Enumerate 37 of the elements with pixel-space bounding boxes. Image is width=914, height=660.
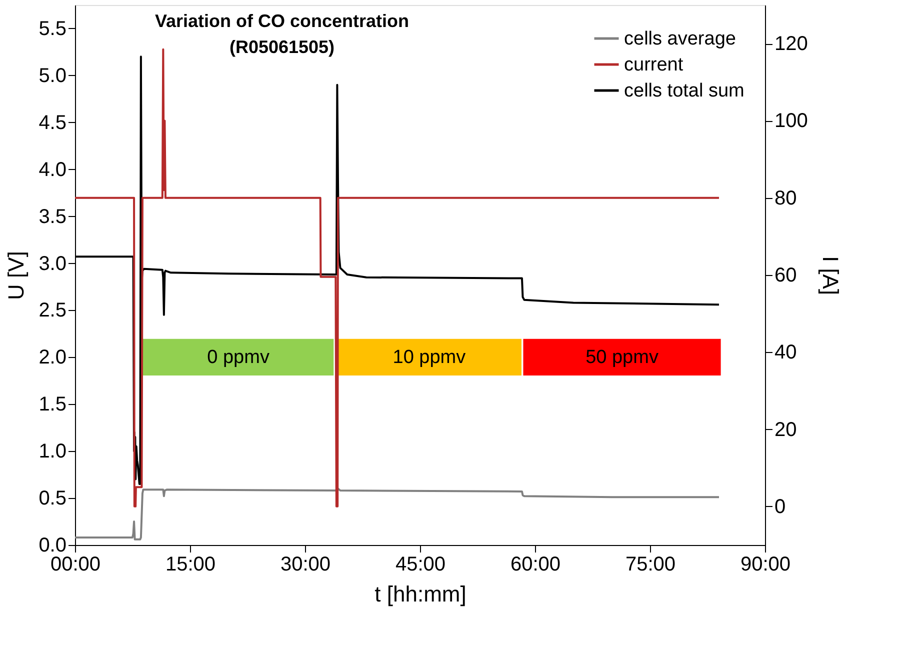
- legend-label: cells total sum: [624, 80, 744, 102]
- y-tick-label: 4.0: [38, 158, 66, 181]
- y-tick-label: 1.0: [38, 440, 66, 463]
- y2-tick-label: 120: [774, 33, 808, 56]
- band-label: 50 ppmv: [586, 347, 659, 368]
- x-tick-label: 00:00: [50, 554, 101, 576]
- band-label: 0 ppmv: [207, 347, 270, 368]
- y-tick-label: 0.0: [38, 534, 66, 556]
- y2-tick-label: 80: [774, 187, 797, 210]
- y-tick-label: 3.5: [38, 206, 66, 228]
- x-tick-label: 90:00: [740, 554, 791, 576]
- y-tick-label: 2.5: [38, 300, 66, 322]
- x-tick-label: 60:00: [510, 554, 561, 576]
- x-tick-label: 30:00: [280, 554, 331, 576]
- legend-label: current: [624, 54, 684, 76]
- y-tick-label: 5.5: [38, 18, 66, 40]
- y-tick-label: 5.0: [38, 64, 66, 87]
- y2-tick-label: 60: [774, 264, 797, 286]
- y-axis-title: U [V]: [4, 251, 29, 300]
- y-tick-label: 1.5: [38, 394, 66, 416]
- x-tick-label: 75:00: [625, 554, 676, 576]
- legend-label: cells average: [624, 28, 736, 50]
- line-series: [75, 488, 720, 540]
- x-tick-label: 45:00: [395, 554, 446, 576]
- y2-tick-label: 20: [774, 418, 797, 441]
- y-tick-label: 2.0: [38, 346, 66, 369]
- y2-axis-title: I [A]: [818, 256, 843, 296]
- y2-tick-label: 0: [774, 496, 786, 518]
- x-axis-title: t [hh:mm]: [374, 582, 466, 606]
- y-tick-label: 0.5: [38, 488, 66, 510]
- x-tick-label: 15:00: [165, 554, 216, 576]
- y-tick-label: 3.0: [38, 252, 66, 275]
- y2-tick-label: 100: [774, 110, 808, 132]
- text: Variation of CO concentration (R05061505): [154, 11, 410, 57]
- y-tick-label: 4.5: [38, 112, 66, 134]
- y2-tick-label: 40: [774, 342, 797, 364]
- band-label: 10 ppmv: [392, 347, 466, 368]
